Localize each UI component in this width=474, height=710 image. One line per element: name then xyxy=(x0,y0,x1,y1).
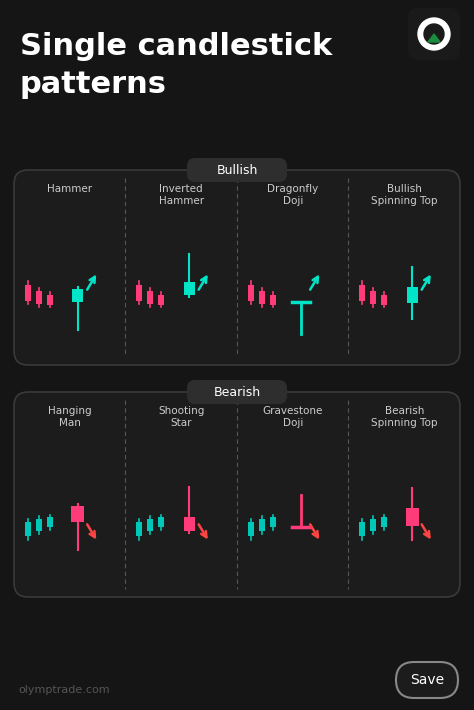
Bar xyxy=(359,522,365,536)
Bar xyxy=(406,508,419,526)
Text: Bullish
Spinning Top: Bullish Spinning Top xyxy=(371,184,438,207)
Bar xyxy=(36,519,42,531)
Bar xyxy=(259,519,265,531)
Bar xyxy=(184,517,195,531)
Bar xyxy=(47,295,53,305)
Polygon shape xyxy=(428,34,440,42)
Text: Single candlestick: Single candlestick xyxy=(20,32,332,61)
Bar xyxy=(370,290,376,303)
Text: Save: Save xyxy=(410,673,444,687)
Circle shape xyxy=(424,24,444,44)
Bar xyxy=(248,522,254,536)
FancyBboxPatch shape xyxy=(14,170,460,365)
Bar xyxy=(47,517,53,527)
Bar xyxy=(248,285,254,301)
Bar xyxy=(370,519,376,531)
Bar xyxy=(158,295,164,305)
Text: Inverted
Hammer: Inverted Hammer xyxy=(159,184,204,207)
Text: Shooting
Star: Shooting Star xyxy=(158,406,204,428)
Bar xyxy=(25,522,31,536)
Bar xyxy=(136,522,142,536)
Bar xyxy=(407,287,418,303)
FancyBboxPatch shape xyxy=(187,158,287,182)
Bar xyxy=(71,506,84,522)
Bar xyxy=(36,290,42,303)
Bar xyxy=(359,285,365,301)
Bar xyxy=(136,285,142,301)
Bar xyxy=(184,281,195,295)
FancyBboxPatch shape xyxy=(408,8,460,60)
Bar xyxy=(25,285,31,301)
Text: Hammer: Hammer xyxy=(47,184,92,194)
Bar xyxy=(381,295,387,305)
Bar xyxy=(158,517,164,527)
FancyBboxPatch shape xyxy=(187,380,287,404)
Bar xyxy=(147,290,153,303)
Bar xyxy=(270,295,276,305)
Text: patterns: patterns xyxy=(20,70,167,99)
Text: olymptrade.com: olymptrade.com xyxy=(18,685,109,695)
FancyBboxPatch shape xyxy=(396,662,458,698)
Text: Dragonfly
Doji: Dragonfly Doji xyxy=(267,184,319,207)
Bar xyxy=(381,517,387,527)
Bar xyxy=(147,519,153,531)
FancyBboxPatch shape xyxy=(14,392,460,597)
Text: Bearish
Spinning Top: Bearish Spinning Top xyxy=(371,406,438,428)
Text: Bullish: Bullish xyxy=(216,163,258,177)
Text: Bearish: Bearish xyxy=(213,386,261,398)
Bar xyxy=(72,288,83,302)
Text: Hanging
Man: Hanging Man xyxy=(48,406,91,428)
Text: Gravestone
Doji: Gravestone Doji xyxy=(263,406,323,428)
Bar xyxy=(270,517,276,527)
Bar xyxy=(259,290,265,303)
Circle shape xyxy=(418,18,450,50)
